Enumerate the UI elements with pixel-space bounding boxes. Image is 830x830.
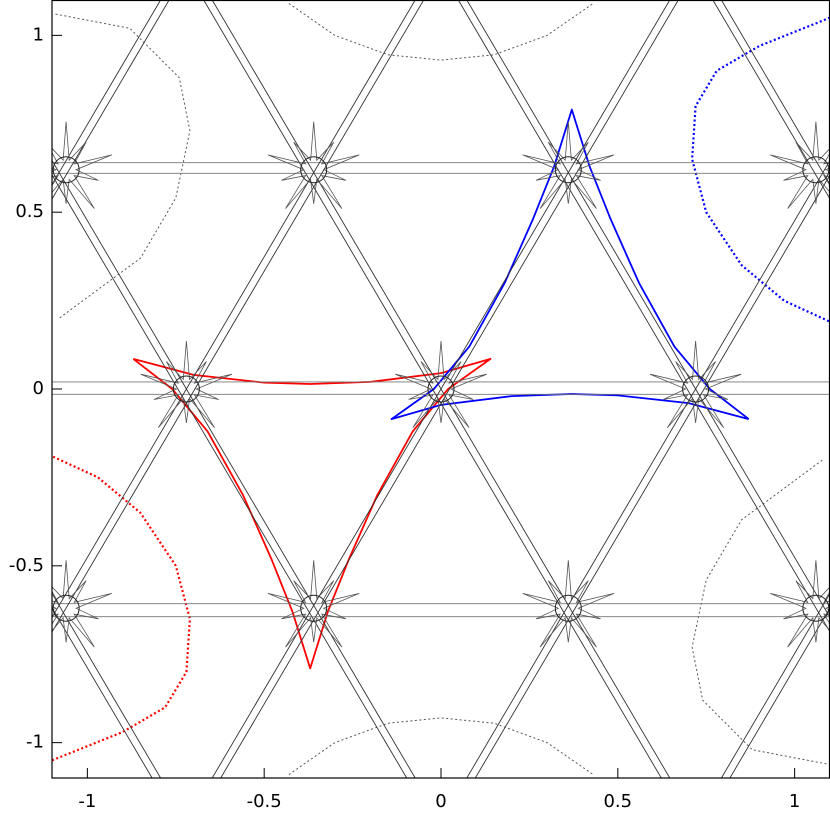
curve	[52, 0, 416, 619]
x-tick-label: 1	[789, 791, 800, 812]
curve	[52, 0, 161, 186]
star-shape	[267, 121, 360, 209]
x-tick-label: 0.5	[603, 791, 632, 812]
curve	[457, 0, 830, 633]
x-tick-label: -1	[78, 791, 96, 812]
x-tick-label: -0.5	[247, 791, 282, 812]
y-tick-label: -0.5	[9, 555, 44, 576]
star-marker	[770, 560, 830, 648]
star-ring	[172, 375, 200, 403]
dotted-curve	[288, 3, 594, 61]
curve	[203, 0, 662, 778]
dotted-curve	[691, 459, 827, 765]
star-ring	[52, 594, 80, 622]
star-ring	[682, 375, 710, 403]
star-marker	[267, 560, 360, 648]
star-shape	[522, 121, 615, 209]
star-ring	[300, 156, 328, 184]
curve	[474, 174, 830, 778]
star-marker	[522, 560, 615, 648]
plot-area	[52, 0, 830, 778]
x-tick-label: 0	[435, 791, 446, 812]
curve	[729, 606, 830, 778]
curve	[52, 606, 153, 778]
star-ring	[802, 594, 830, 622]
star-shape	[52, 560, 112, 648]
curve	[132, 358, 492, 670]
y-tick-label: 0.5	[15, 201, 44, 222]
star-shape	[395, 340, 487, 429]
star-shape	[52, 121, 112, 209]
curve	[52, 592, 161, 778]
star-ring	[300, 594, 328, 622]
dotted-curve	[288, 717, 594, 775]
curve	[52, 0, 425, 633]
curve	[721, 0, 830, 186]
star-ring	[52, 156, 80, 184]
star-marker	[52, 560, 112, 648]
y-tick-label: 1	[33, 24, 44, 45]
curve	[211, 0, 671, 778]
star-marker	[649, 340, 742, 429]
curve	[52, 159, 416, 778]
star-marker	[140, 340, 233, 429]
star-marker	[52, 121, 112, 209]
star-ring	[554, 594, 582, 622]
curve	[220, 0, 679, 778]
star-marker	[770, 121, 830, 209]
star-shape	[267, 560, 360, 648]
curve	[466, 159, 830, 778]
star-shape	[770, 121, 830, 209]
y-tick-label: 0	[33, 378, 44, 399]
curve	[712, 0, 830, 200]
star-marker	[267, 121, 360, 209]
star-marker	[395, 340, 487, 429]
y-tick-label: -1	[26, 732, 44, 753]
dotted-curve	[55, 13, 191, 319]
star-shape	[522, 560, 615, 648]
curve	[721, 592, 830, 778]
dotted-curve	[52, 455, 191, 762]
star-shape	[140, 340, 233, 429]
star-ring	[427, 375, 455, 403]
curve	[52, 174, 408, 778]
star-marker	[522, 121, 615, 209]
star-ring	[554, 156, 582, 184]
curve	[466, 0, 830, 619]
dotted-curve	[691, 16, 830, 323]
star-shape	[649, 340, 742, 429]
star-shape	[770, 560, 830, 648]
curve	[52, 0, 170, 200]
star-ring	[802, 156, 830, 184]
